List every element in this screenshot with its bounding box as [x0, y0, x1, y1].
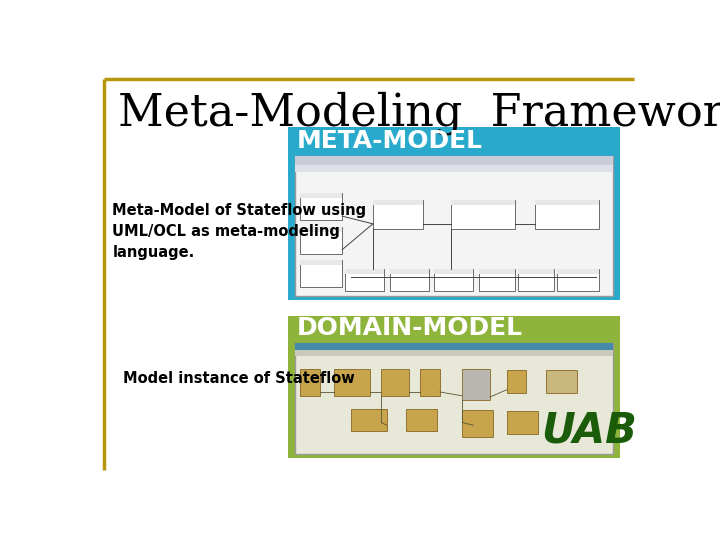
- Text: Model instance of Stateflow: Model instance of Stateflow: [124, 371, 355, 386]
- Bar: [300, 260, 342, 265]
- Bar: [300, 260, 342, 287]
- Bar: [294, 342, 613, 454]
- Bar: [451, 200, 516, 205]
- Bar: [390, 268, 428, 274]
- Text: DOMAIN-MODEL: DOMAIN-MODEL: [297, 316, 523, 340]
- Bar: [420, 369, 440, 396]
- Bar: [300, 227, 342, 232]
- Text: META-MODEL: META-MODEL: [297, 129, 482, 153]
- Bar: [462, 369, 490, 400]
- Bar: [518, 268, 554, 292]
- Bar: [294, 165, 613, 172]
- Text: UAB: UAB: [541, 409, 637, 451]
- Bar: [373, 200, 423, 229]
- Bar: [462, 410, 493, 437]
- Bar: [373, 200, 423, 205]
- Bar: [434, 268, 473, 274]
- Bar: [518, 268, 554, 274]
- Bar: [507, 370, 526, 393]
- Bar: [434, 268, 473, 292]
- Bar: [557, 268, 599, 292]
- Bar: [507, 411, 538, 434]
- Bar: [345, 268, 384, 274]
- Bar: [300, 193, 342, 198]
- Text: Meta-Model of Stateflow using
UML/OCL as meta-modeling
language.: Meta-Model of Stateflow using UML/OCL as…: [112, 202, 366, 260]
- Bar: [406, 408, 437, 431]
- Text: Meta-Modeling  Framework: Meta-Modeling Framework: [118, 92, 720, 136]
- Bar: [557, 268, 599, 274]
- Bar: [345, 268, 384, 292]
- Bar: [535, 200, 599, 205]
- Bar: [294, 156, 613, 295]
- Bar: [351, 408, 387, 431]
- Bar: [288, 316, 620, 458]
- Bar: [288, 127, 620, 300]
- Bar: [300, 227, 342, 254]
- Bar: [382, 369, 409, 396]
- Bar: [294, 156, 613, 165]
- Bar: [546, 370, 577, 393]
- Bar: [479, 268, 516, 292]
- Bar: [390, 268, 428, 292]
- Bar: [479, 268, 516, 274]
- Bar: [300, 369, 320, 396]
- Bar: [535, 200, 599, 229]
- Bar: [294, 350, 613, 356]
- Bar: [294, 342, 613, 350]
- Bar: [300, 193, 342, 220]
- Bar: [334, 369, 370, 396]
- Bar: [451, 200, 516, 229]
